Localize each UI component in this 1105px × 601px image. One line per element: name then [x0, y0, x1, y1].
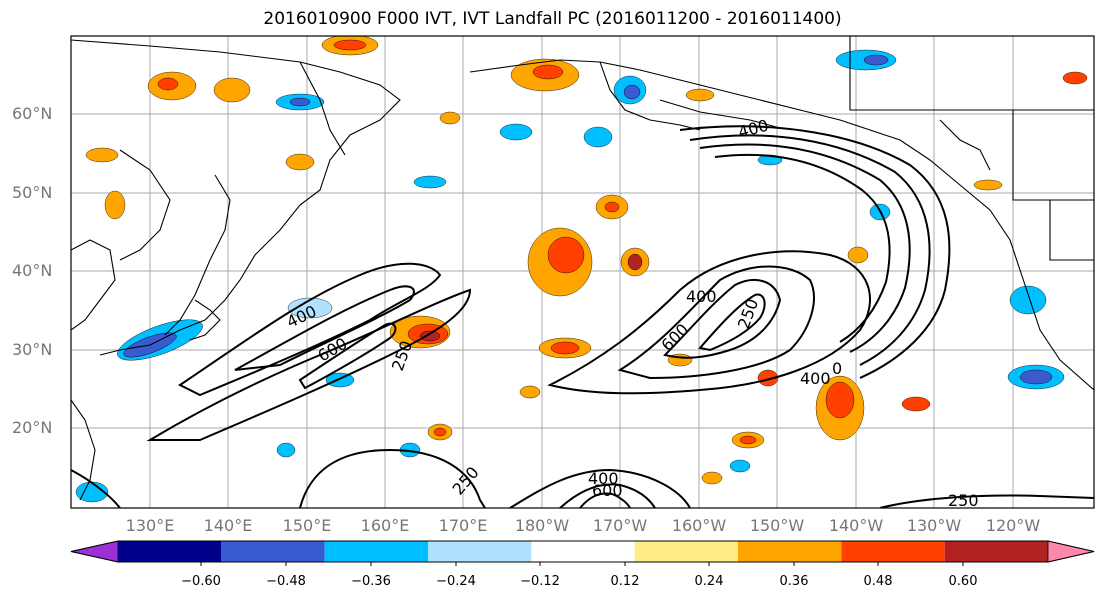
contour-label: 400 [800, 369, 831, 388]
lon-label: 140°W [828, 516, 884, 535]
lat-label: 40°N [12, 261, 53, 280]
colorbar-tick: −0.60 [181, 574, 221, 589]
colorbar-tick: −0.24 [436, 574, 476, 589]
lon-label: 130°W [906, 516, 962, 535]
lon-label: 120°W [985, 516, 1041, 535]
contour-label: 0 [832, 359, 842, 378]
lat-label: 30°N [12, 340, 53, 359]
lon-label: 160°E [360, 516, 410, 535]
contour-label: 400 [588, 469, 619, 488]
lon-label: 140°E [203, 516, 253, 535]
coastlines [71, 36, 1094, 501]
lat-label: 50°N [12, 183, 53, 202]
colorbar-tick: 0.12 [610, 574, 640, 589]
lon-label: 160°W [671, 516, 727, 535]
ivt-contours [71, 125, 1094, 508]
lon-label: 130°E [125, 516, 175, 535]
contour-label: 600 [592, 481, 623, 500]
lon-label: 150°E [282, 516, 332, 535]
contour-label: 250 [948, 491, 979, 510]
lon-label: 170°W [592, 516, 648, 535]
lon-label: 180°W [514, 516, 570, 535]
colorbar-tick: 0.48 [863, 574, 893, 589]
colorbar-tick: 0.24 [694, 574, 724, 589]
colorbar-tick: −0.36 [351, 574, 391, 589]
map-title: 2016010900 F000 IVT, IVT Landfall PC (20… [263, 9, 842, 29]
lon-label: 150°W [749, 516, 805, 535]
colorbar-tick: 0.60 [948, 574, 978, 589]
colorbar-tick: −0.48 [266, 574, 306, 589]
map-frame [70, 35, 1095, 509]
colorbar-tick: 0.36 [779, 574, 809, 589]
colorbar-tick: −0.12 [520, 574, 560, 589]
contour-label: 400 [686, 287, 717, 306]
lon-label: 170°E [438, 516, 488, 535]
lat-label: 20°N [12, 418, 53, 437]
lat-label: 60°N [12, 104, 53, 123]
